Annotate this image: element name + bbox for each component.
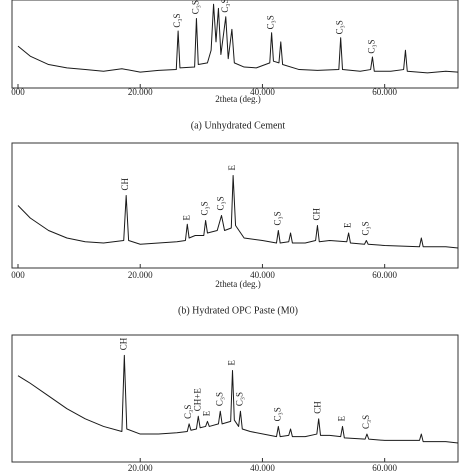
- caption: (a) Unhydrated Cement: [191, 120, 286, 131]
- peak-label: E: [181, 215, 191, 221]
- caption: (b) Hydrated OPC Paste (M0): [178, 305, 298, 316]
- x-tick-label: 60.000: [372, 87, 397, 97]
- peak-label: CH: [312, 207, 322, 220]
- peak-label: C₃S: [200, 201, 210, 215]
- peak-label: CH: [313, 401, 323, 414]
- x-axis-label: 2theta (deg.): [215, 94, 260, 104]
- x-tick-label: 20.000: [128, 463, 153, 473]
- x-tick-label: 40.000: [250, 463, 275, 473]
- xrd-trace: [17, 3, 459, 74]
- x-tick-label: 000: [11, 87, 25, 97]
- peak-label: E: [227, 359, 237, 365]
- x-tick-label: 60.000: [372, 270, 397, 280]
- plot-frame: [11, 334, 459, 463]
- peak-label: C₃S: [191, 0, 201, 14]
- peak-label: C₃S: [361, 415, 371, 429]
- peak-label: C₃S: [216, 196, 226, 210]
- plot-frame: [11, 142, 459, 269]
- x-tick-label: 20.000: [128, 87, 153, 97]
- x-tick-label: 20.000: [128, 270, 153, 280]
- peak-label: C₃S: [220, 0, 230, 13]
- peak-label: C₃S: [172, 14, 182, 28]
- x-tick-label: 40.000: [250, 270, 275, 280]
- peak-label: CH: [118, 337, 128, 350]
- peak-label: C₃S: [183, 405, 193, 419]
- peak-label: CH: [120, 177, 130, 190]
- peak-label: C₃S: [335, 20, 345, 34]
- peak-label: C₃S: [360, 221, 370, 235]
- x-axis-label: 2theta (deg.): [215, 279, 260, 289]
- peak-label: C₃S: [266, 15, 276, 29]
- peak-label: E: [202, 410, 212, 416]
- x-tick-label: 60.000: [372, 463, 397, 473]
- xrd-trace: [17, 175, 459, 249]
- xrd-trace: [17, 354, 459, 444]
- x-tick-label: 40.000: [250, 87, 275, 97]
- peak-label: C₃S: [272, 211, 282, 225]
- x-tick-label: 000: [11, 270, 25, 280]
- peak-label: E: [227, 165, 237, 171]
- peak-label: E: [343, 222, 353, 228]
- peak-label: E: [337, 415, 347, 421]
- peak-label: CH+E: [192, 388, 202, 412]
- peak-label: C₃S: [214, 392, 224, 406]
- peak-label: C₃S: [367, 39, 377, 53]
- plot-frame: [11, 0, 459, 89]
- peak-label: C₃S: [235, 392, 245, 406]
- peak-label: C₃S: [272, 407, 282, 421]
